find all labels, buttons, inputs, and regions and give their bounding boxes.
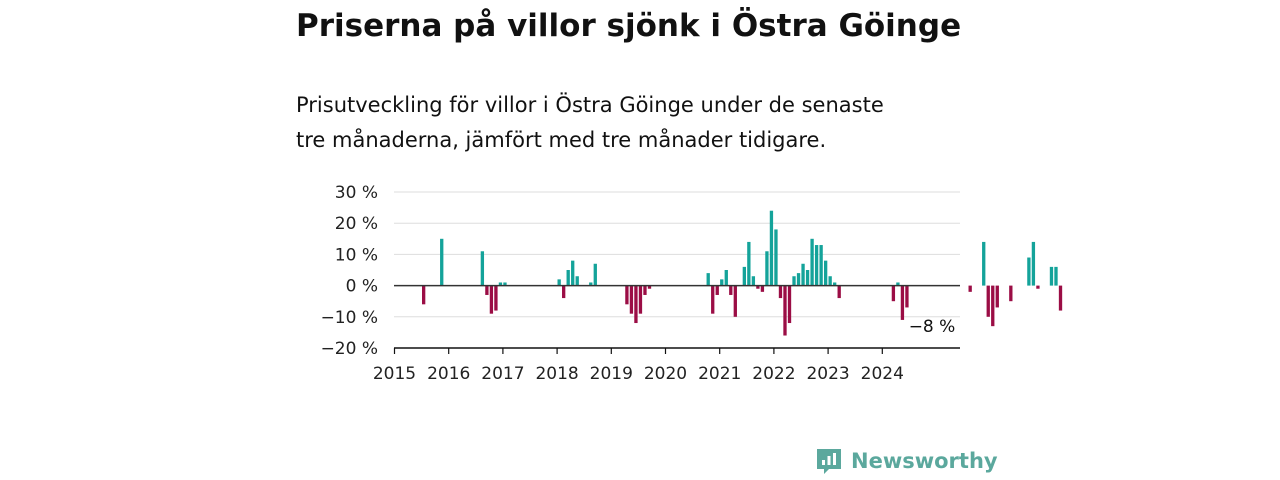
bar — [647, 285, 652, 289]
bar — [783, 285, 787, 336]
bar — [778, 285, 783, 299]
bar — [801, 263, 805, 286]
bar — [986, 285, 990, 317]
bar — [440, 238, 444, 286]
bar — [638, 285, 643, 314]
bar — [760, 285, 765, 292]
bar — [810, 238, 814, 286]
bar — [503, 282, 507, 286]
bar — [729, 285, 733, 295]
y-tick-label: 10 % — [335, 245, 378, 265]
chart-subtitle: Prisutveckling för villor i Östra Göinge… — [296, 88, 996, 158]
bar — [796, 273, 801, 286]
subtitle-line: Prisutveckling för villor i Östra Göinge… — [296, 93, 884, 117]
bar — [1027, 257, 1031, 286]
bar — [995, 285, 999, 308]
bar — [837, 285, 841, 299]
bar — [489, 285, 494, 314]
bar — [751, 276, 756, 286]
bar — [1049, 266, 1054, 286]
bar — [1036, 285, 1040, 289]
bar — [823, 260, 828, 286]
bar — [720, 279, 724, 286]
bar — [774, 229, 778, 286]
bar — [643, 285, 647, 295]
last-value-annotation: −8 % — [909, 317, 956, 337]
bar — [805, 270, 810, 286]
bar — [724, 270, 728, 286]
bar — [742, 266, 746, 286]
x-tick-label: 2021 — [698, 364, 741, 384]
y-tick-label: −20 % — [321, 339, 378, 359]
bar — [769, 210, 774, 286]
bar — [1058, 285, 1063, 311]
bar — [747, 241, 751, 286]
bar — [629, 285, 634, 314]
bar — [571, 260, 575, 286]
bar — [566, 270, 570, 286]
x-tick-label: 2016 — [427, 364, 470, 384]
bar — [557, 279, 561, 286]
chart-title: Priserna på villor sjönk i Östra Göinge — [296, 8, 962, 44]
bar — [485, 285, 489, 295]
x-tick-label: 2017 — [481, 364, 524, 384]
bar — [991, 285, 995, 327]
bar — [900, 285, 905, 320]
bar — [1009, 285, 1013, 302]
bar — [733, 285, 737, 317]
bar — [575, 276, 579, 286]
bar — [706, 273, 710, 286]
bar — [756, 285, 760, 289]
newsworthy-brand[interactable]: Newsworthy — [815, 447, 998, 475]
y-tick-label: 0 % — [346, 277, 378, 297]
bar — [593, 263, 597, 286]
bar — [968, 285, 972, 292]
x-tick-label: 2024 — [861, 364, 904, 384]
bar — [715, 285, 719, 295]
bar — [562, 285, 566, 299]
bar — [814, 245, 819, 286]
bar — [792, 276, 796, 286]
bar — [711, 285, 715, 314]
bar — [891, 285, 896, 302]
bar — [494, 285, 498, 311]
bar — [1054, 266, 1058, 286]
bar — [625, 285, 629, 305]
bar — [896, 282, 900, 286]
newsworthy-logo-icon — [817, 449, 841, 474]
bar — [787, 285, 792, 324]
y-tick-label: 20 % — [335, 214, 378, 234]
bar — [480, 251, 485, 286]
bar — [634, 285, 638, 324]
x-tick-label: 2019 — [590, 364, 633, 384]
bar — [589, 282, 593, 286]
bar — [765, 251, 769, 286]
x-tick-label: 2015 — [373, 364, 416, 384]
bar — [1031, 241, 1036, 286]
x-tick-label: 2022 — [752, 364, 795, 384]
bar — [819, 245, 823, 286]
y-tick-label: 30 % — [335, 183, 378, 203]
x-tick-label: 2018 — [535, 364, 578, 384]
bar — [422, 285, 426, 305]
x-tick-label: 2023 — [806, 364, 849, 384]
bar — [828, 276, 832, 286]
x-tick-label: 2020 — [644, 364, 687, 384]
subtitle-line: tre månaderna, jämfört med tre månader t… — [296, 128, 827, 152]
bar — [498, 282, 503, 286]
bar — [905, 285, 909, 308]
bar — [982, 241, 986, 286]
y-tick-label: −10 % — [321, 308, 378, 328]
bar — [833, 282, 837, 286]
brand-name: Newsworthy — [851, 449, 998, 473]
